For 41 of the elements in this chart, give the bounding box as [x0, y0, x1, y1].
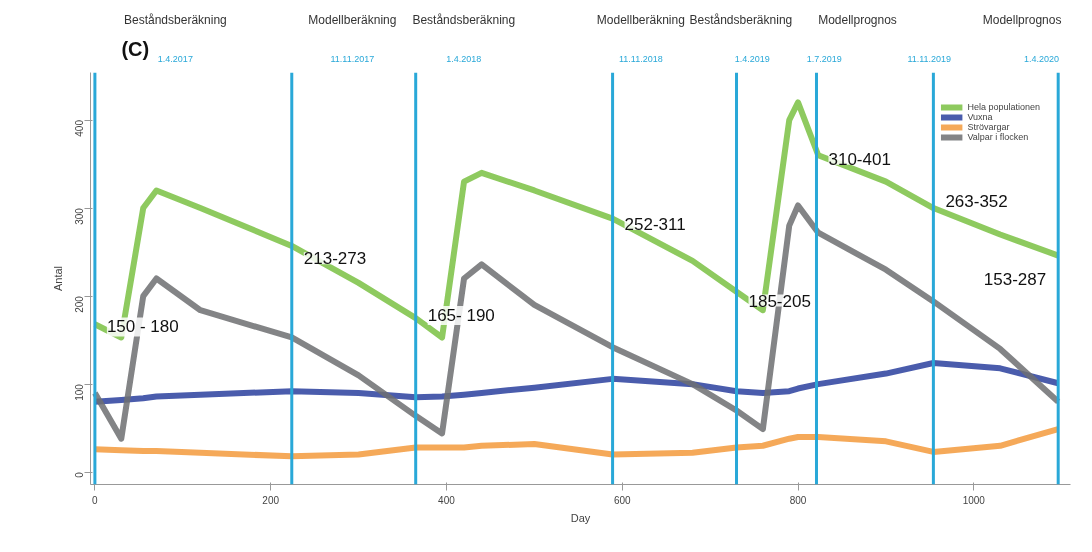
ref-line-label: 1.4.2020: [1023, 54, 1059, 65]
annotation: 263-352: [945, 192, 1008, 212]
annotation: 310-401: [828, 149, 891, 169]
x-tick-label: 0: [92, 494, 99, 506]
x-tick-label: 600: [613, 494, 632, 506]
legend-label: Vuxna: [967, 112, 993, 122]
y-tick-label: 400: [74, 119, 86, 137]
text: Beståndsberäkning: [124, 12, 227, 27]
legend-label: Hela populationen: [967, 102, 1040, 112]
annotation: 185-205: [748, 291, 811, 311]
text: Modellberäkning: [596, 12, 685, 27]
ref-line-label: 11.11.2017: [330, 54, 375, 65]
x-tick-label: 400: [438, 494, 456, 506]
y-tick-label: 300: [74, 207, 86, 225]
ref-line-label: 11.11.2019: [907, 54, 952, 65]
annotation: 153-287: [983, 269, 1047, 289]
ref-line-label: 1.4.2017: [157, 54, 193, 65]
ref-line-label: 11.11.2018: [618, 54, 663, 65]
annotation: 150 - 180: [106, 317, 179, 337]
y-tick-label: 0: [74, 471, 86, 478]
chart-title: (C): [121, 37, 150, 60]
text: Modellprognos: [982, 12, 1062, 27]
text: Modellberäkning: [308, 12, 397, 27]
x-tick-label: 800: [789, 494, 807, 506]
text: Beståndsberäkning: [689, 12, 793, 27]
legend-label: Valpar i flocken: [967, 132, 1029, 142]
y-axis-title: Antal: [51, 265, 64, 292]
y-tick-label: 200: [74, 295, 86, 313]
text: Beståndsberäkning: [412, 12, 516, 27]
text: Modellprognos: [818, 12, 897, 27]
legend-label: Strövargar: [967, 122, 1010, 132]
x-tick-label: 1000: [962, 494, 986, 506]
y-tick-label: 100: [74, 383, 86, 401]
annotation: 252-311: [624, 214, 686, 234]
ref-line-label: 1.4.2019: [734, 54, 770, 65]
ref-line-label: 1.7.2019: [806, 54, 842, 65]
x-tick-label: 200: [262, 494, 280, 506]
annotation: 165- 190: [427, 305, 495, 325]
ref-line-label: 1.4.2018: [446, 54, 482, 65]
annotation: 213-273: [303, 249, 367, 269]
x-axis-title: Day: [570, 511, 591, 524]
